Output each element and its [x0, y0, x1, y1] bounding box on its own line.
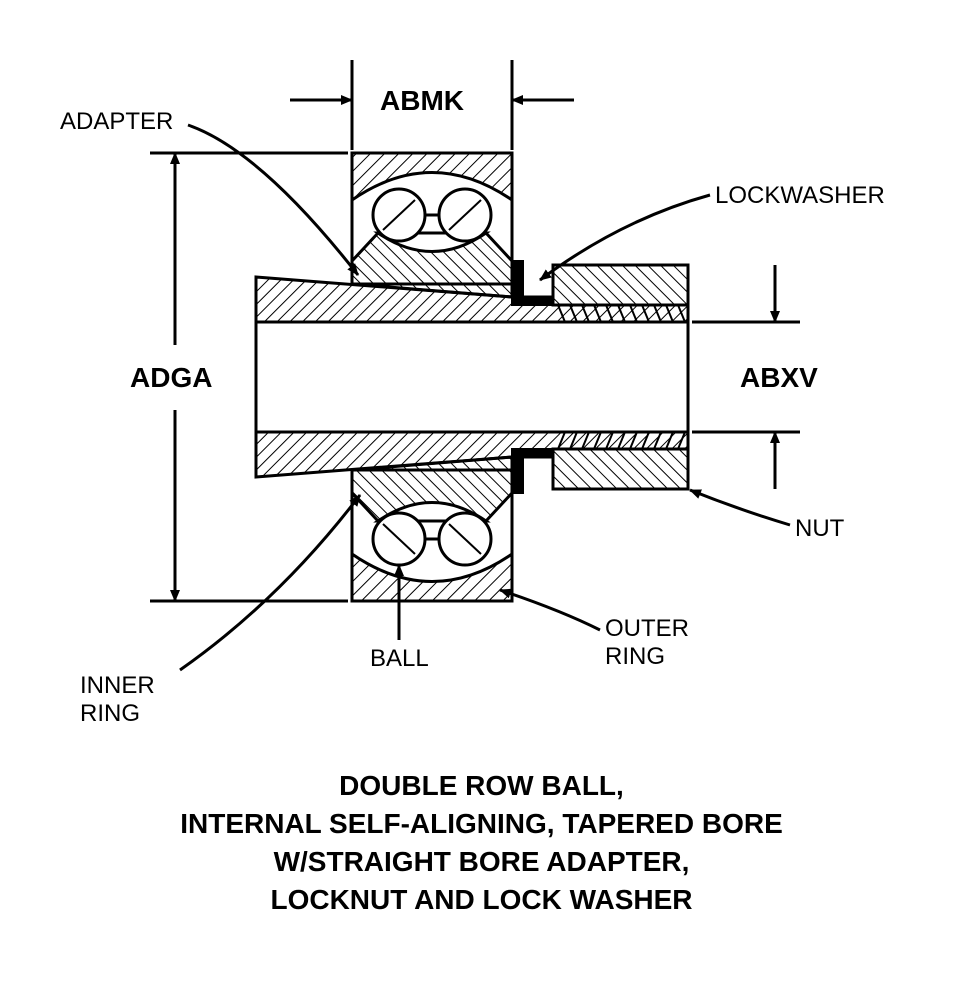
title-line-4: LOCKNUT AND LOCK WASHER [0, 884, 963, 916]
label-nut: NUT [795, 515, 844, 543]
label-adapter: ADAPTER [60, 108, 173, 136]
dim-abmk: ABMK [380, 85, 464, 117]
title-line-3: W/STRAIGHT BORE ADAPTER, [0, 846, 963, 878]
bearing-diagram: ABMK ADGA ABXV ADAPTER LOCKWASHER NUT OU… [0, 0, 963, 983]
dim-adga: ADGA [130, 362, 212, 394]
title-line-2: INTERNAL SELF-ALIGNING, TAPERED BORE [0, 808, 963, 840]
dim-abxv: ABXV [740, 362, 818, 394]
title-line-1: DOUBLE ROW BALL, [0, 770, 963, 802]
label-lockwasher: LOCKWASHER [715, 182, 885, 210]
label-inner-ring-2: RING [80, 700, 140, 728]
label-ball: BALL [370, 645, 429, 673]
label-outer-ring-2: RING [605, 643, 665, 671]
label-inner-ring-1: INNER [80, 672, 155, 700]
label-outer-ring-1: OUTER [605, 615, 689, 643]
